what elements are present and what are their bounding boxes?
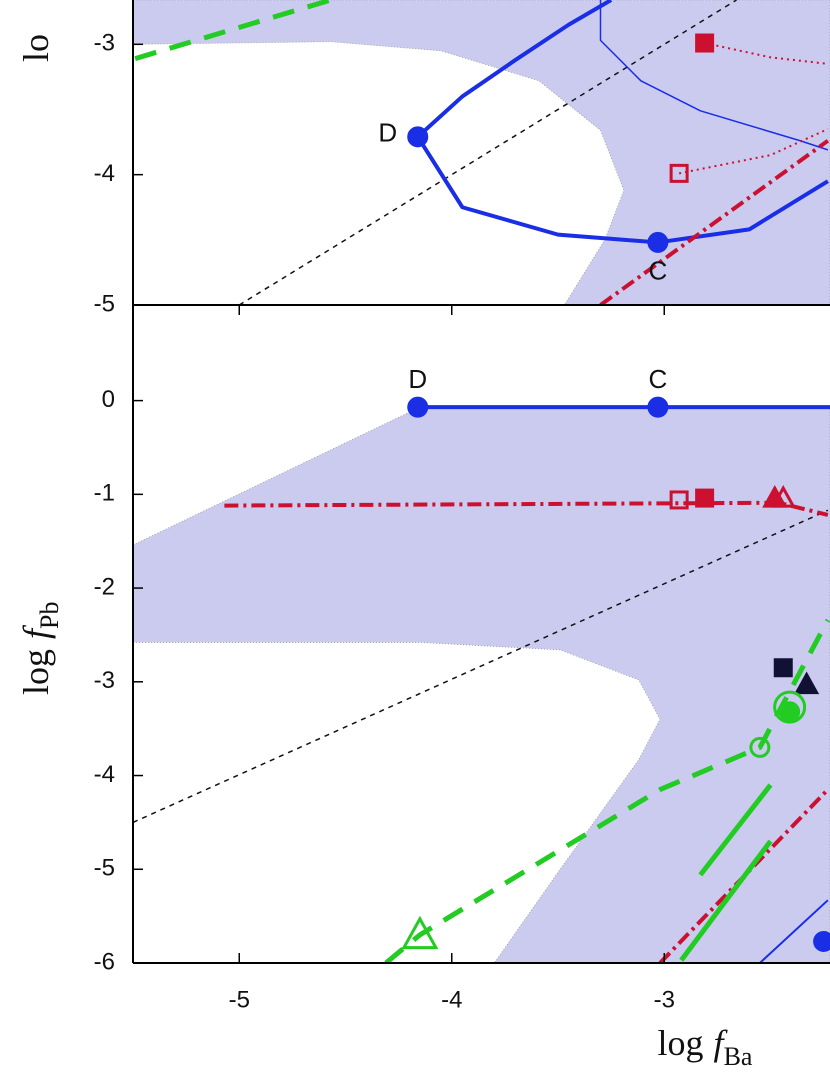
marker	[770, 484, 796, 508]
y-tick-label: -2	[94, 573, 115, 600]
curve	[415, 0, 829, 245]
marker	[407, 126, 429, 148]
axis-label-text: log	[658, 1023, 704, 1063]
marker	[647, 396, 669, 418]
axis-label-text: log	[16, 649, 56, 695]
marker	[401, 915, 439, 950]
y-tick-label: -6	[94, 948, 115, 975]
marker	[695, 33, 715, 53]
y-tick-label: -3	[94, 30, 115, 57]
panel: D C -5 -4 -3 lo	[16, 0, 830, 317]
axis-label-sub: Ba	[724, 1042, 753, 1071]
curve	[759, 899, 829, 963]
y-tick-label: -4	[94, 160, 115, 187]
marker	[647, 231, 669, 253]
curve	[599, 0, 829, 151]
marker	[779, 701, 801, 723]
y-tick-label: -5	[94, 855, 115, 882]
axis-label-text: lo	[16, 34, 56, 62]
curve	[238, 0, 737, 305]
curve	[133, 509, 829, 824]
y-tick-label: -4	[94, 761, 115, 788]
curve	[224, 500, 829, 517]
annotation: D	[378, 118, 397, 148]
marker	[695, 488, 715, 508]
curve	[599, 139, 830, 305]
x-tick-label: -3	[654, 986, 675, 1013]
marker	[794, 671, 820, 695]
shaded-region	[133, 407, 830, 963]
shaded-region	[133, 0, 830, 305]
x-tick-label: -5	[229, 986, 250, 1013]
annotation: C	[648, 364, 667, 394]
marker	[407, 396, 429, 418]
panel: D C -6 -5 -4 -3 -2 -1 0 -5 -4 -3 log fBa logfPb	[16, 304, 830, 1071]
y-tick-label: -1	[94, 480, 115, 507]
y-tick-label: -5	[94, 290, 115, 317]
marker	[669, 163, 689, 183]
axis-label: logfPb	[16, 602, 64, 696]
curve	[678, 128, 829, 175]
annotation: D	[408, 364, 427, 394]
curve	[698, 783, 773, 877]
axis-label: lo	[16, 34, 56, 62]
y-tick-label: 0	[102, 386, 115, 413]
x-tick-label: -4	[441, 986, 462, 1013]
y-tick-label: -3	[94, 667, 115, 694]
marker	[813, 930, 830, 952]
plot-area	[133, 0, 830, 305]
curve	[704, 42, 828, 65]
axis-label: log fBa	[658, 1023, 753, 1071]
marker	[669, 490, 689, 510]
marker	[773, 658, 793, 678]
plot-area	[133, 396, 830, 963]
curve	[679, 839, 773, 962]
marker	[749, 736, 771, 758]
axis-label-sub: Pb	[35, 602, 64, 629]
annotation: C	[648, 255, 667, 285]
